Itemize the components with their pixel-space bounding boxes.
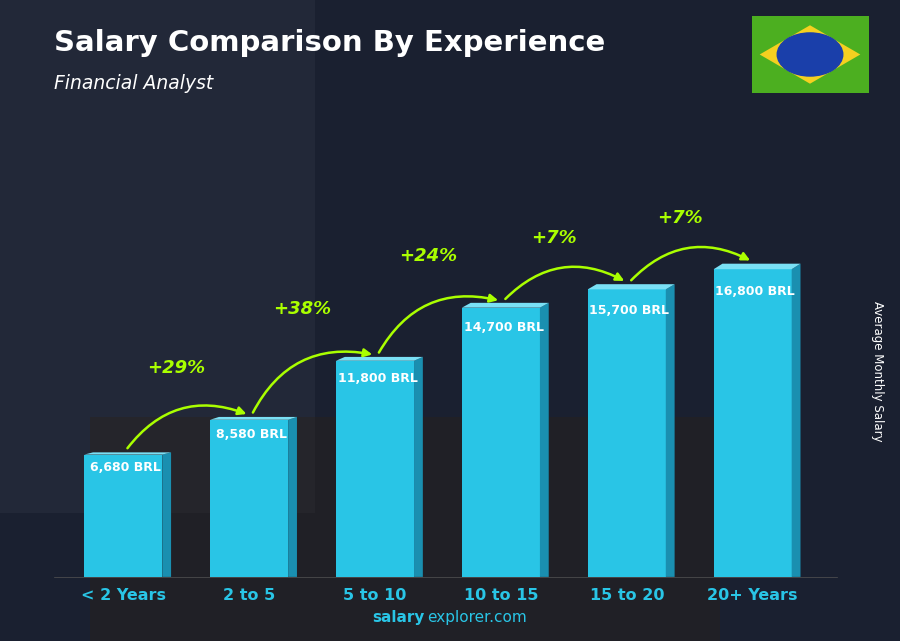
Text: +29%: +29% [147, 360, 205, 378]
Text: 14,700 BRL: 14,700 BRL [464, 321, 544, 334]
Polygon shape [462, 308, 540, 577]
Polygon shape [792, 263, 800, 577]
Text: Average Monthly Salary: Average Monthly Salary [871, 301, 884, 442]
Polygon shape [336, 357, 423, 361]
Text: Salary Comparison By Experience: Salary Comparison By Experience [54, 29, 605, 57]
Polygon shape [714, 269, 792, 577]
Text: +24%: +24% [399, 247, 457, 265]
Text: salary: salary [373, 610, 425, 625]
Polygon shape [714, 263, 800, 269]
Polygon shape [588, 289, 666, 577]
Text: 8,580 BRL: 8,580 BRL [216, 428, 287, 440]
Text: +7%: +7% [531, 229, 577, 247]
Bar [90, 417, 720, 641]
Polygon shape [85, 453, 171, 454]
Text: +7%: +7% [657, 209, 703, 227]
Text: 11,800 BRL: 11,800 BRL [338, 372, 418, 385]
Text: 16,800 BRL: 16,800 BRL [716, 285, 796, 297]
Polygon shape [210, 420, 288, 577]
Polygon shape [666, 284, 675, 577]
Polygon shape [162, 453, 171, 577]
Polygon shape [540, 303, 549, 577]
Text: 15,700 BRL: 15,700 BRL [590, 304, 670, 317]
Polygon shape [588, 284, 675, 289]
Polygon shape [414, 357, 423, 577]
Polygon shape [760, 25, 860, 84]
Polygon shape [462, 303, 549, 308]
Polygon shape [85, 454, 162, 577]
Polygon shape [210, 417, 297, 420]
Polygon shape [829, 50, 841, 58]
Text: Financial Analyst: Financial Analyst [54, 74, 213, 93]
Circle shape [778, 33, 842, 76]
Text: +38%: +38% [273, 301, 331, 319]
Polygon shape [336, 361, 414, 577]
Bar [0, 0, 315, 513]
Polygon shape [288, 417, 297, 577]
Text: explorer.com: explorer.com [428, 610, 527, 625]
Text: 6,680 BRL: 6,680 BRL [90, 461, 161, 474]
